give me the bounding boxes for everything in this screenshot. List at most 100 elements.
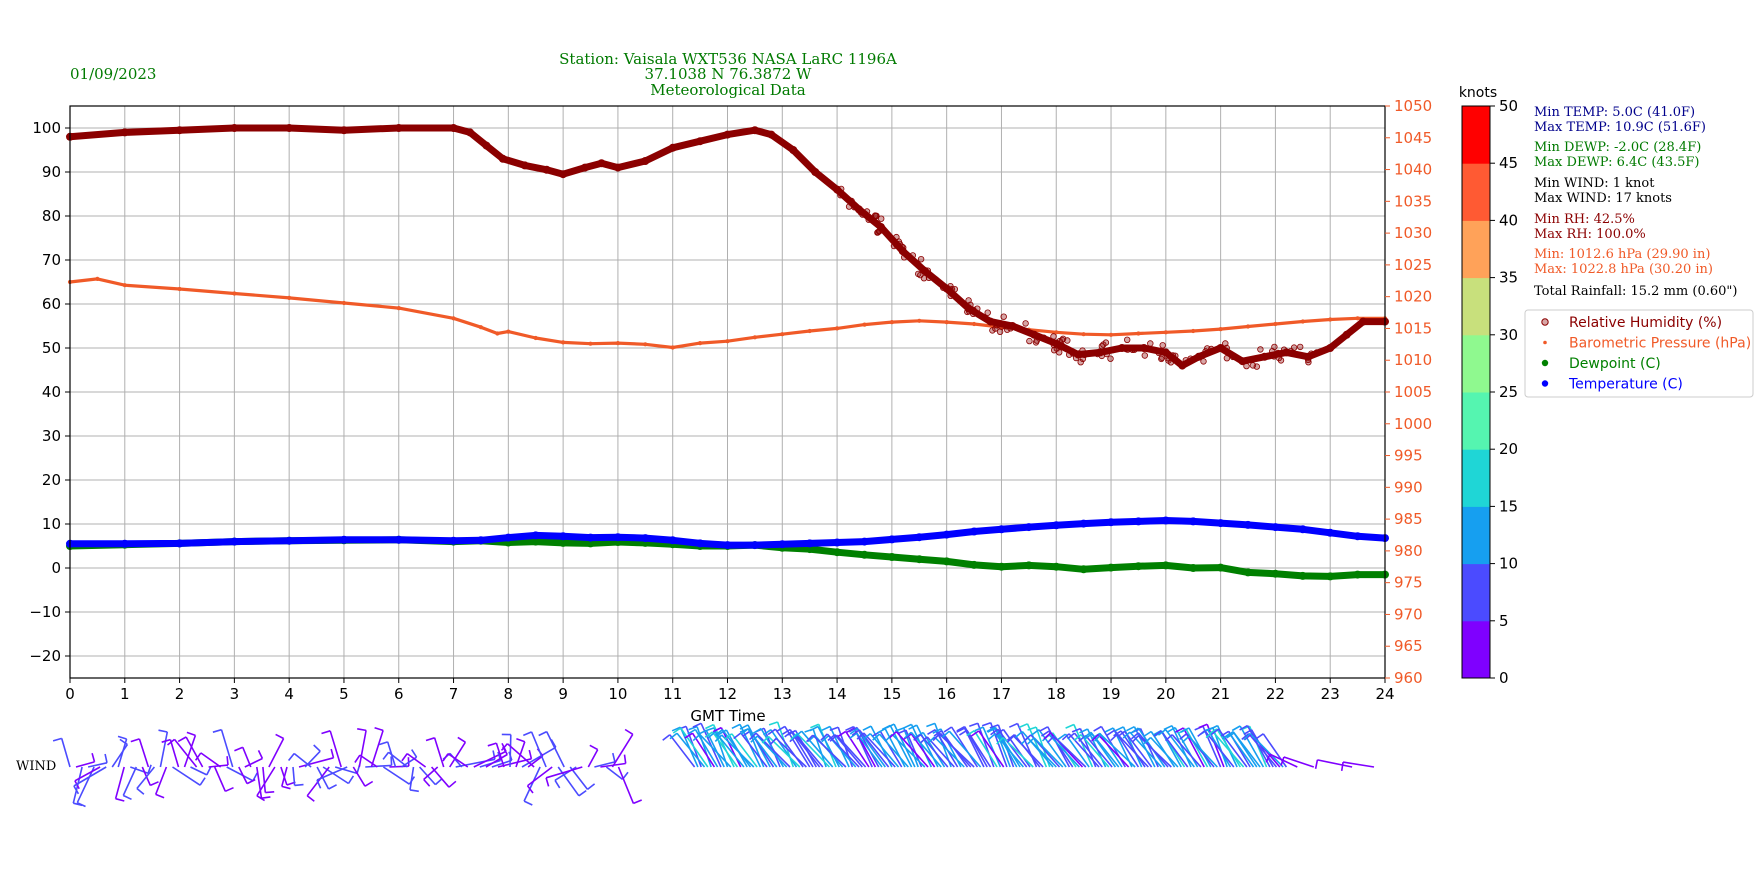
wind-barb-flag (718, 729, 727, 736)
wind-barb (933, 736, 965, 768)
data-point (789, 146, 798, 154)
wind-barb (1137, 735, 1172, 768)
wind-barb-flag (357, 728, 367, 732)
data-point (285, 536, 294, 545)
x-tick-label: 24 (1375, 685, 1394, 703)
wind-barb-flag (492, 750, 496, 760)
wind-barb (169, 739, 180, 768)
x-tick-label: 13 (773, 685, 792, 703)
wind-barb (712, 724, 735, 768)
wind-barb-flag (206, 766, 212, 776)
wind-barb-flag (1079, 728, 1088, 734)
data-point (615, 341, 621, 346)
wind-barb (359, 754, 378, 768)
wind-barb-flag (1106, 729, 1116, 736)
wind-barb (1048, 734, 1080, 768)
wind-barb (491, 759, 513, 768)
right-y-tick-label: 1015 (1394, 319, 1432, 337)
data-point (1134, 562, 1143, 571)
wind-barb (173, 738, 198, 768)
data-point (1300, 319, 1305, 324)
wind-barb (720, 727, 742, 768)
data-point (750, 541, 759, 550)
data-point (1134, 517, 1143, 526)
data-point (175, 539, 184, 548)
wind-barb-flag (401, 753, 408, 762)
wind-barb (812, 734, 847, 768)
wind-barb (485, 753, 508, 768)
wind-barb-flag (862, 732, 871, 741)
wind-barb (238, 766, 248, 784)
data-point (561, 340, 566, 345)
wind-barb (509, 734, 512, 768)
wind-barb (1100, 734, 1136, 768)
colorbar-tick-label: 35 (1499, 269, 1518, 287)
stat-line: Max DEWP: 6.4C (43.5F) (1534, 155, 1699, 170)
data-point (942, 284, 951, 293)
wind-barb (721, 729, 752, 768)
wind-barb-flag (927, 729, 936, 735)
wind-barb-flag (487, 742, 497, 747)
data-point (917, 318, 922, 323)
wind-barb (1185, 728, 1209, 768)
wind-barb-flag (294, 783, 304, 787)
wind-barb (447, 753, 469, 768)
wind-barb (545, 731, 565, 768)
wind-barb (817, 726, 841, 768)
data-point (533, 335, 538, 341)
left-y-tick-label: 30 (42, 427, 61, 445)
wind-barb (298, 757, 334, 768)
wind-barb-flag (943, 726, 953, 733)
data-point (177, 286, 182, 292)
data-point (1136, 331, 1141, 336)
wind-barb-flag (926, 722, 936, 728)
wind-barb-flag (186, 731, 196, 737)
wind-barb-flag (1043, 732, 1052, 740)
wind-barb-flag (434, 778, 443, 786)
data-point (1030, 330, 1039, 339)
wind-barb-flag (989, 724, 999, 729)
x-tick-label: 1 (120, 685, 130, 703)
wind-barb-flag (1167, 726, 1176, 733)
wind-barb (611, 733, 634, 768)
x-tick-label: 9 (558, 685, 568, 703)
wind-barb (213, 766, 227, 792)
wind-barb (731, 733, 758, 768)
wind-barb (370, 730, 384, 768)
wind-barb (1068, 733, 1100, 768)
chart-date: 01/09/2023 (70, 65, 156, 83)
humidity-scatter-point (1032, 331, 1039, 339)
wind-barb (891, 733, 926, 768)
legend: Relative Humidity (%) Barometric Pressure… (1541, 315, 1751, 393)
colorbar-tick-label: 25 (1499, 383, 1518, 401)
stat-line: Max: 1022.8 hPa (30.20 in) (1534, 262, 1713, 277)
data-point (1326, 344, 1335, 352)
wind-barb-flag (941, 730, 950, 738)
wind-barb-flag (1243, 729, 1252, 735)
wind-barb (423, 766, 439, 781)
wind-barb-flag (733, 732, 742, 740)
right-y-tick-label: 975 (1394, 574, 1423, 592)
wind-barb (226, 766, 254, 782)
x-tick-label: 2 (175, 685, 185, 703)
wind-barb-flag (354, 754, 361, 763)
stat-line: Min DEWP: -2.0C (28.4F) (1534, 140, 1701, 155)
legend-box (1524, 309, 1754, 398)
humidity-scatter-point (1200, 358, 1207, 365)
humidity-scatter-point (1004, 326, 1011, 333)
wind-barb-flag (1143, 730, 1152, 738)
right-y-tick-label: 1030 (1394, 224, 1432, 242)
x-tick-label: 11 (663, 685, 682, 703)
wind-barb-flag (1126, 725, 1135, 732)
wind-barb (994, 728, 1011, 768)
left-y-tick-label: 60 (42, 295, 61, 313)
wind-barb-flag (996, 737, 1004, 745)
wind-barb-flag (1130, 727, 1139, 734)
right-y-tick-label: 1040 (1394, 161, 1432, 179)
wind-barb (521, 746, 557, 768)
humidity-scatter-point (1129, 346, 1136, 353)
wind-barb-flag (1067, 732, 1076, 740)
wind-barb (183, 735, 197, 768)
humidity-scatter-point (1040, 334, 1047, 341)
humidity-scatter-point (947, 292, 954, 299)
